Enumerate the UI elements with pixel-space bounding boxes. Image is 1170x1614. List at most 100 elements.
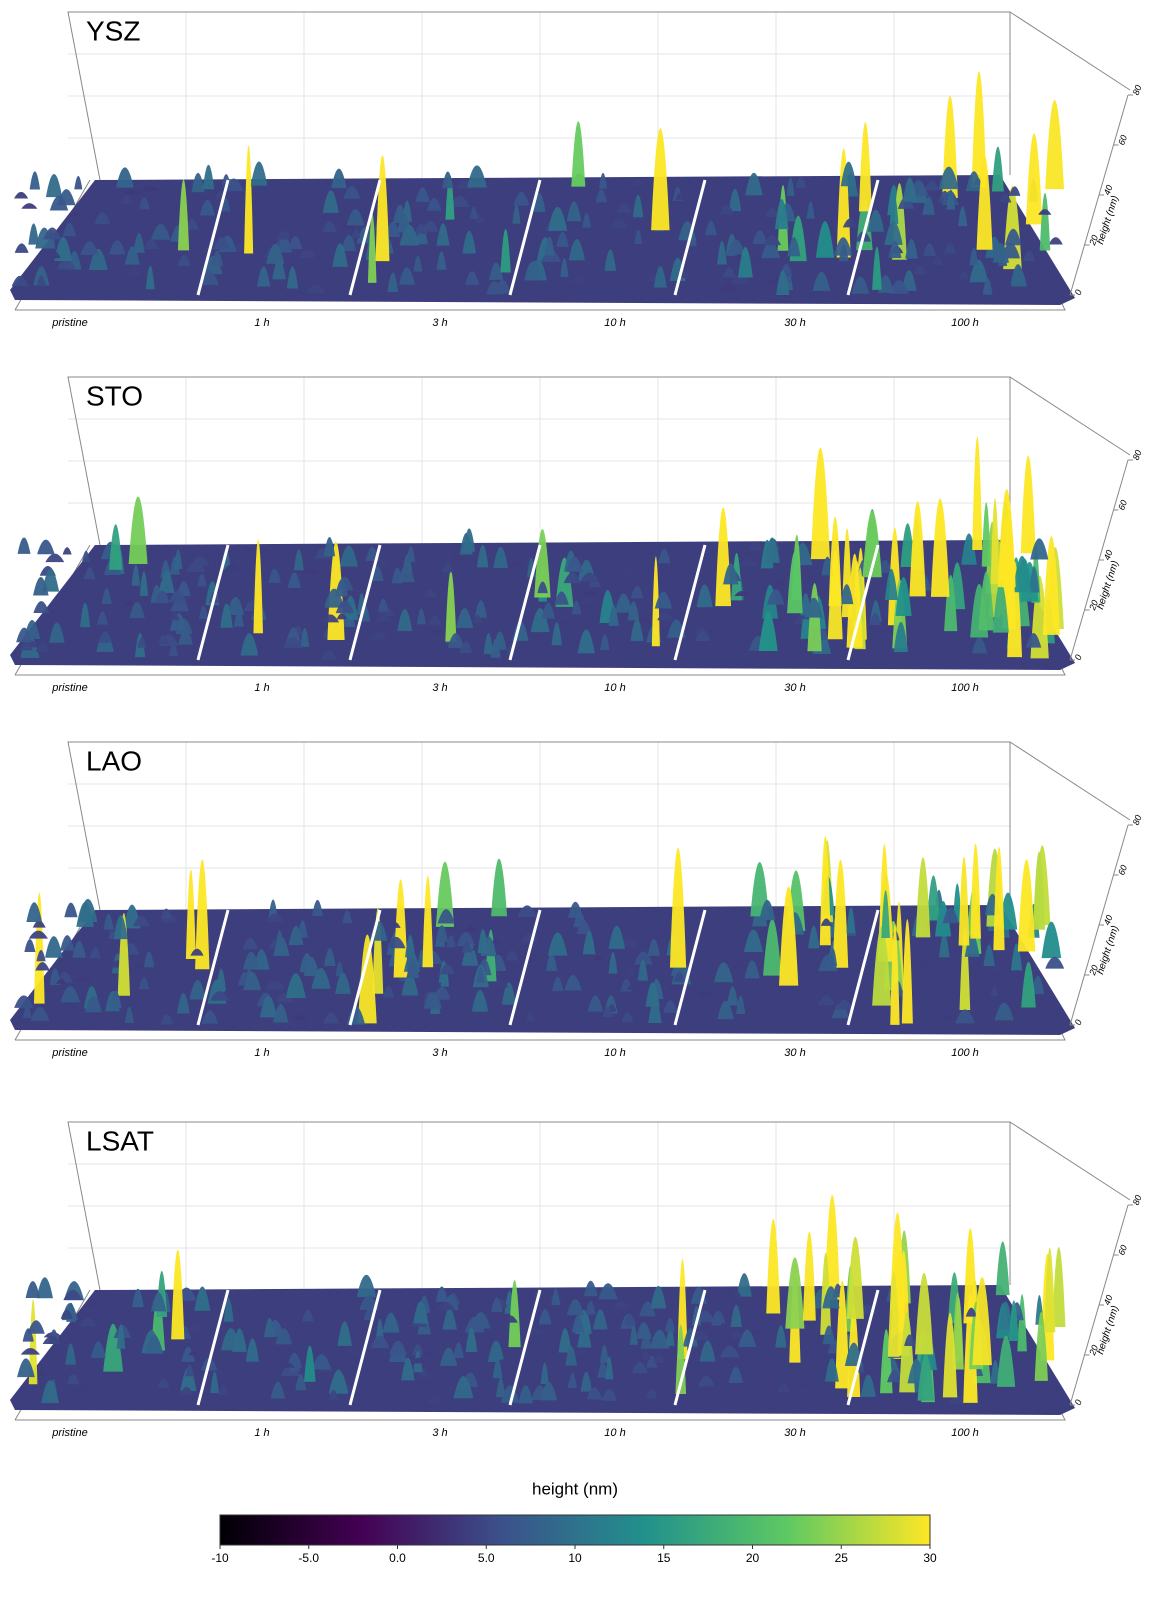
- x-tick-label: 30 h: [784, 1047, 805, 1059]
- surface-peak: [46, 174, 62, 197]
- colorbar-tick-label: -10: [211, 1551, 229, 1565]
- surface-peak: [991, 498, 1000, 584]
- surface-peak: [186, 870, 196, 959]
- x-tick-label: 1 h: [254, 1047, 269, 1059]
- x-tick-label: pristine: [51, 1427, 87, 1439]
- x-tick-label: 3 h: [432, 1427, 447, 1439]
- x-tick-label: 3 h: [432, 1047, 447, 1059]
- surface-peak: [191, 173, 204, 192]
- surface-peak: [1040, 193, 1051, 251]
- surface-peak: [1026, 133, 1043, 224]
- surface-peak: [766, 1219, 780, 1314]
- figure: YSZpristine1 h3 h10 h30 h100 h020406080h…: [0, 0, 1170, 1609]
- x-tick-label: pristine: [51, 682, 87, 694]
- colorbar-tick-label: -5.0: [298, 1551, 319, 1565]
- z-tick-label: 40: [1102, 549, 1115, 562]
- surface-peak: [829, 517, 842, 606]
- surface-peak: [467, 165, 487, 187]
- z-axis-label: height (nm): [1095, 559, 1121, 611]
- z-tick-label: 80: [1131, 84, 1144, 97]
- surface-peak: [244, 145, 253, 253]
- surface-peak: [568, 902, 583, 918]
- surface-peak: [972, 437, 982, 550]
- panel-title: YSZ: [86, 15, 140, 46]
- x-tick-label: 1 h: [254, 317, 269, 329]
- surface-peak: [28, 223, 39, 244]
- surface-peak: [18, 538, 31, 554]
- surface-peak: [909, 501, 925, 596]
- surface-peak: [375, 155, 389, 261]
- surface-peak: [33, 601, 49, 613]
- surface-peak: [599, 173, 607, 189]
- surface-peak: [715, 507, 731, 606]
- surface-peak: [21, 1348, 40, 1355]
- surface-peak: [463, 528, 475, 551]
- surface-peak: [116, 167, 134, 187]
- surface-peak: [251, 161, 268, 185]
- surface-panel: LAOpristine1 h3 h10 h30 h100 h020406080h…: [10, 742, 1144, 1059]
- x-tick-label: 1 h: [254, 682, 269, 694]
- z-axis-label: height (nm): [1095, 194, 1121, 246]
- surface-peak: [491, 859, 507, 917]
- surface-peak: [992, 147, 1004, 192]
- colorbar-tick-label: 20: [746, 1551, 760, 1565]
- surface-peak: [45, 554, 64, 562]
- z-tick-label: 60: [1116, 134, 1129, 147]
- z-axis-label: height (nm): [1095, 1304, 1121, 1356]
- x-tick-label: 100 h: [951, 682, 979, 694]
- z-tick-label: 80: [1131, 1194, 1144, 1207]
- colorbar-tick-label: 5.0: [478, 1551, 495, 1565]
- surface-peak: [517, 905, 536, 916]
- colorbar-title: height (nm): [532, 1479, 618, 1498]
- x-tick-label: 10 h: [604, 682, 625, 694]
- surface-peak: [45, 936, 63, 958]
- colorbar-tick-label: 30: [923, 1551, 937, 1565]
- surface-peak: [26, 1281, 40, 1298]
- surface-peak: [970, 844, 981, 939]
- surface-peak: [24, 939, 35, 952]
- surface-peak: [915, 1273, 933, 1354]
- surface-peak: [1045, 957, 1064, 969]
- surface-peak: [74, 176, 82, 189]
- surface-peak: [847, 1237, 864, 1319]
- surface-peak: [357, 1275, 376, 1297]
- surface-peak: [598, 1283, 617, 1299]
- colorbar-tick-label: 0.0: [389, 1551, 406, 1565]
- z-axis-label: height (nm): [1095, 924, 1121, 976]
- surface-peak: [859, 122, 872, 211]
- panel-title: LAO: [86, 745, 142, 776]
- surface-peak: [811, 448, 830, 559]
- surface-peak: [312, 900, 323, 916]
- surface-peak: [959, 857, 970, 946]
- surface-peak: [203, 165, 214, 189]
- x-tick-label: 30 h: [784, 317, 805, 329]
- surface-peak: [916, 857, 931, 937]
- surface-peak: [1009, 186, 1020, 195]
- surface-peak: [785, 1257, 804, 1328]
- surface-peak: [30, 171, 40, 189]
- surface-peak: [1018, 859, 1035, 951]
- z-tick-label: 40: [1102, 184, 1115, 197]
- z-tick-label: 60: [1116, 1244, 1129, 1257]
- z-tick-label: 80: [1131, 449, 1144, 462]
- surface-peak: [996, 1241, 1010, 1295]
- x-tick-label: 100 h: [951, 317, 979, 329]
- surface-peak: [14, 192, 28, 199]
- surface-peak: [63, 547, 72, 554]
- surface-peak: [129, 496, 148, 564]
- z-tick-label: 40: [1102, 1294, 1115, 1307]
- panel-title: STO: [86, 380, 143, 411]
- colorbar: [220, 1515, 930, 1545]
- surface-peak: [833, 859, 849, 967]
- surface-peak: [1021, 455, 1036, 553]
- colorbar-tick-label: 15: [657, 1551, 671, 1565]
- surface-peak: [37, 540, 55, 555]
- surface-peak: [670, 848, 686, 968]
- x-tick-label: 1 h: [254, 1427, 269, 1439]
- surface-peak: [982, 502, 991, 566]
- surface-peak: [15, 243, 29, 252]
- panel-title: LSAT: [86, 1125, 154, 1156]
- surface-peak: [931, 498, 949, 596]
- surface-peak: [64, 903, 77, 918]
